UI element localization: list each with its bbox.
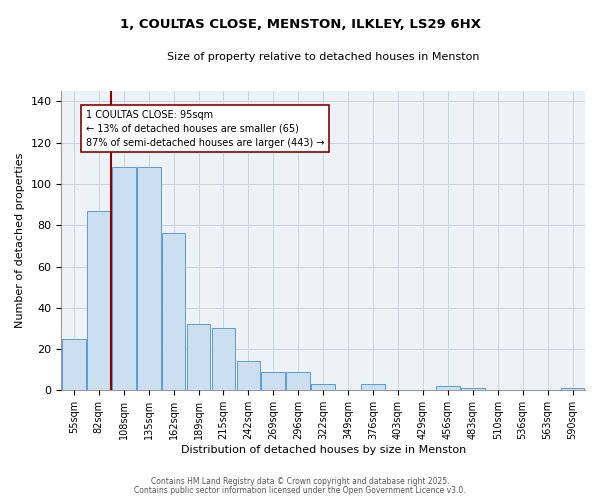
Bar [286, 372, 310, 390]
Bar [560, 388, 584, 390]
Bar [162, 234, 185, 390]
Bar [87, 211, 110, 390]
Bar [187, 324, 211, 390]
Text: Contains public sector information licensed under the Open Government Licence v3: Contains public sector information licen… [134, 486, 466, 495]
Bar [137, 168, 161, 390]
Bar [112, 168, 136, 390]
Y-axis label: Number of detached properties: Number of detached properties [15, 153, 25, 328]
Bar [311, 384, 335, 390]
X-axis label: Distribution of detached houses by size in Menston: Distribution of detached houses by size … [181, 445, 466, 455]
Bar [262, 372, 285, 390]
Text: 1 COULTAS CLOSE: 95sqm
← 13% of detached houses are smaller (65)
87% of semi-det: 1 COULTAS CLOSE: 95sqm ← 13% of detached… [86, 110, 325, 148]
Bar [62, 338, 86, 390]
Bar [212, 328, 235, 390]
Bar [461, 388, 485, 390]
Bar [236, 362, 260, 390]
Title: Size of property relative to detached houses in Menston: Size of property relative to detached ho… [167, 52, 479, 62]
Bar [361, 384, 385, 390]
Text: 1, COULTAS CLOSE, MENSTON, ILKLEY, LS29 6HX: 1, COULTAS CLOSE, MENSTON, ILKLEY, LS29 … [119, 18, 481, 30]
Text: Contains HM Land Registry data © Crown copyright and database right 2025.: Contains HM Land Registry data © Crown c… [151, 477, 449, 486]
Bar [436, 386, 460, 390]
